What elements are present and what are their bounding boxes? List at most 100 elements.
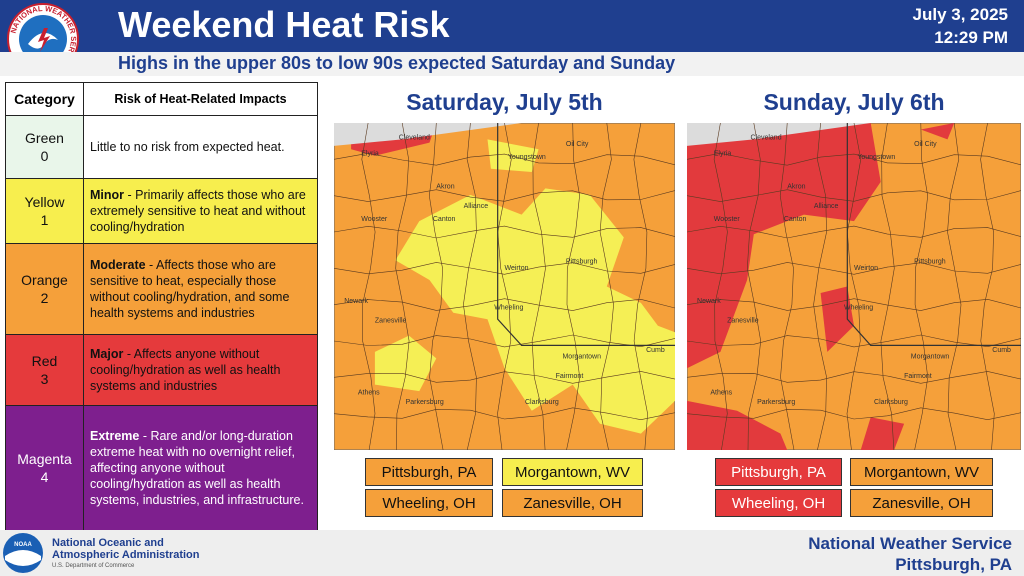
location: Pittsburgh, PA xyxy=(895,555,1012,574)
place-label: Wheeling xyxy=(844,304,873,311)
county-line xyxy=(361,123,376,450)
place-label: Fairmont xyxy=(904,373,932,380)
county-line xyxy=(687,298,1021,311)
map-title: Saturday, July 5th xyxy=(406,89,603,115)
category-cell: Green 0 xyxy=(6,116,84,178)
place-label: Wooster xyxy=(361,216,388,223)
county-line xyxy=(980,123,995,450)
risk-area xyxy=(820,286,854,352)
place-label: Alliance xyxy=(814,203,839,210)
county-line xyxy=(334,298,675,311)
county-line xyxy=(334,225,675,239)
category-name: Yellow xyxy=(24,194,65,210)
impact-label: Major xyxy=(90,347,124,361)
category-level: 2 xyxy=(40,290,49,306)
county-line xyxy=(687,407,1021,421)
impact-text: Major - Affects anyone without cooling/h… xyxy=(90,346,311,394)
column-header: Category xyxy=(6,83,84,115)
place-label: Oil City xyxy=(914,141,937,148)
city-risk-box: Morgantown, WV xyxy=(502,458,643,486)
state-line xyxy=(846,123,1021,346)
category-name: Orange xyxy=(21,272,68,288)
place-label: Oil City xyxy=(566,141,589,148)
city-risk-box: Pittsburgh, PA xyxy=(715,458,842,486)
city-risk-box: Wheeling, OH xyxy=(715,489,842,517)
impact-cell: Moderate - Affects those who are sensiti… xyxy=(84,244,317,334)
county-line xyxy=(599,123,614,450)
category-name: Green xyxy=(25,130,64,146)
county-line xyxy=(687,189,1021,202)
risk-area xyxy=(487,139,539,172)
risk-area xyxy=(374,335,437,392)
place-label: Cumb xyxy=(992,347,1011,354)
place-label: Akron xyxy=(787,183,805,190)
place-label: Weirton xyxy=(505,265,529,272)
risk-area xyxy=(687,400,788,450)
category-name: Magenta xyxy=(17,451,72,467)
place-label: Parkersburg xyxy=(406,399,444,406)
place-label: Wheeling xyxy=(494,304,523,311)
place-label: Zanesville xyxy=(375,317,407,324)
impact-description: - Rare and/or long-duration extreme heat… xyxy=(90,429,304,507)
city-risk-box: Morgantown, WV xyxy=(850,458,993,486)
place-label: Elyria xyxy=(714,151,732,158)
category-name: Red xyxy=(31,353,58,369)
impact-text: Minor - Primarily affects those who are … xyxy=(90,187,311,235)
county-line xyxy=(713,123,728,450)
impact-cell: Extreme - Rare and/or long-duration extr… xyxy=(84,406,317,530)
county-line xyxy=(813,123,827,450)
place-label: Newark xyxy=(344,298,368,305)
map-title: Sunday, July 6th xyxy=(763,89,945,115)
state-line xyxy=(497,123,675,346)
category-level: 1 xyxy=(40,212,49,228)
place-label: Akron xyxy=(436,183,454,190)
title: Weekend Heat Risk xyxy=(118,4,450,45)
county-line xyxy=(914,123,929,450)
table-header: Category Risk of Heat-Related Impacts xyxy=(6,83,317,115)
impact-label: Extreme xyxy=(90,429,140,443)
place-label: Alliance xyxy=(464,203,489,210)
county-line xyxy=(947,123,962,450)
county-line xyxy=(687,152,1021,166)
risk-area xyxy=(920,123,955,140)
impact-description: - Affects those who are sensitive to hea… xyxy=(90,258,290,320)
county-line xyxy=(746,123,762,450)
impact-label: Minor xyxy=(90,188,125,202)
place-label: Clarksburg xyxy=(525,399,559,406)
impact-cell: Minor - Primarily affects those who are … xyxy=(84,179,317,243)
header-bar xyxy=(0,0,1024,52)
county-line xyxy=(687,262,1021,275)
risk-table: Category Risk of Heat-Related Impacts Gr… xyxy=(5,82,318,531)
category-cell: Orange 2 xyxy=(6,244,84,334)
risk-area xyxy=(687,123,881,369)
place-label: Canton xyxy=(784,216,807,223)
lake-erie xyxy=(687,123,871,146)
county-line xyxy=(463,123,477,450)
county-line xyxy=(687,334,1021,348)
risk-area xyxy=(395,188,675,434)
impact-description: Little to no risk from expected heat. xyxy=(90,140,285,154)
impact-text: Little to no risk from expected heat. xyxy=(90,139,285,155)
noaa-logo: NOAA xyxy=(3,533,43,573)
office: National Weather Service xyxy=(808,534,1012,553)
place-label: Youngstown xyxy=(857,154,895,161)
city-risk-box: Pittsburgh, PA xyxy=(365,458,493,486)
county-line xyxy=(395,123,410,450)
category-cell: Magenta 4 xyxy=(6,406,84,530)
impact-label: Moderate xyxy=(90,258,146,272)
place-label: Pittsburgh xyxy=(566,259,598,266)
category-level: 4 xyxy=(40,469,49,485)
place-label: Morgantown xyxy=(562,353,601,360)
impact-description: - Affects anyone without cooling/hydrati… xyxy=(90,347,281,393)
table-row: Red 3 Major - Affects anyone without cooli… xyxy=(6,334,317,405)
place-label: Cleveland xyxy=(399,134,430,141)
category-cell: Red 3 xyxy=(6,335,84,405)
county-line xyxy=(880,123,895,450)
county-line xyxy=(779,123,795,450)
place-label: Clarksburg xyxy=(874,399,908,406)
department: U.S. Department of Commerce xyxy=(52,563,135,569)
table-row: Green 0 Little to no risk from expected he… xyxy=(6,115,317,178)
county-line xyxy=(497,123,512,450)
county-line xyxy=(566,123,581,450)
